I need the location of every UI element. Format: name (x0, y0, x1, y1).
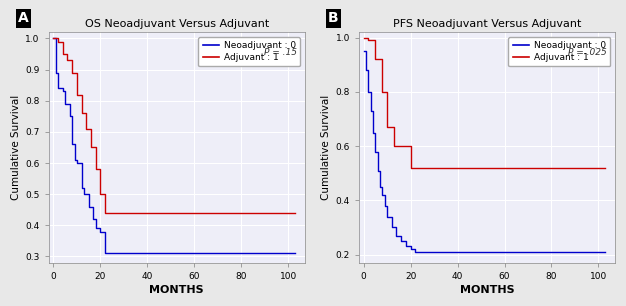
Legend: Neoadjuvant : 0, Adjuvant : 1: Neoadjuvant : 0, Adjuvant : 1 (198, 37, 300, 66)
Text: P = .025: P = .025 (568, 47, 607, 57)
Text: P = .15: P = .15 (264, 47, 297, 57)
Y-axis label: Cumulative Survival: Cumulative Survival (321, 95, 331, 200)
Text: B: B (328, 11, 339, 25)
Y-axis label: Cumulative Survival: Cumulative Survival (11, 95, 21, 200)
Text: A: A (18, 11, 28, 25)
Title: OS Neoadjuvant Versus Adjuvant: OS Neoadjuvant Versus Adjuvant (85, 19, 269, 29)
Title: PFS Neoadjuvant Versus Adjuvant: PFS Neoadjuvant Versus Adjuvant (393, 19, 581, 29)
X-axis label: MONTHS: MONTHS (150, 285, 204, 295)
X-axis label: MONTHS: MONTHS (459, 285, 514, 295)
Legend: Neoadjuvant : 0, Adjuvant : 1: Neoadjuvant : 0, Adjuvant : 1 (508, 37, 610, 66)
